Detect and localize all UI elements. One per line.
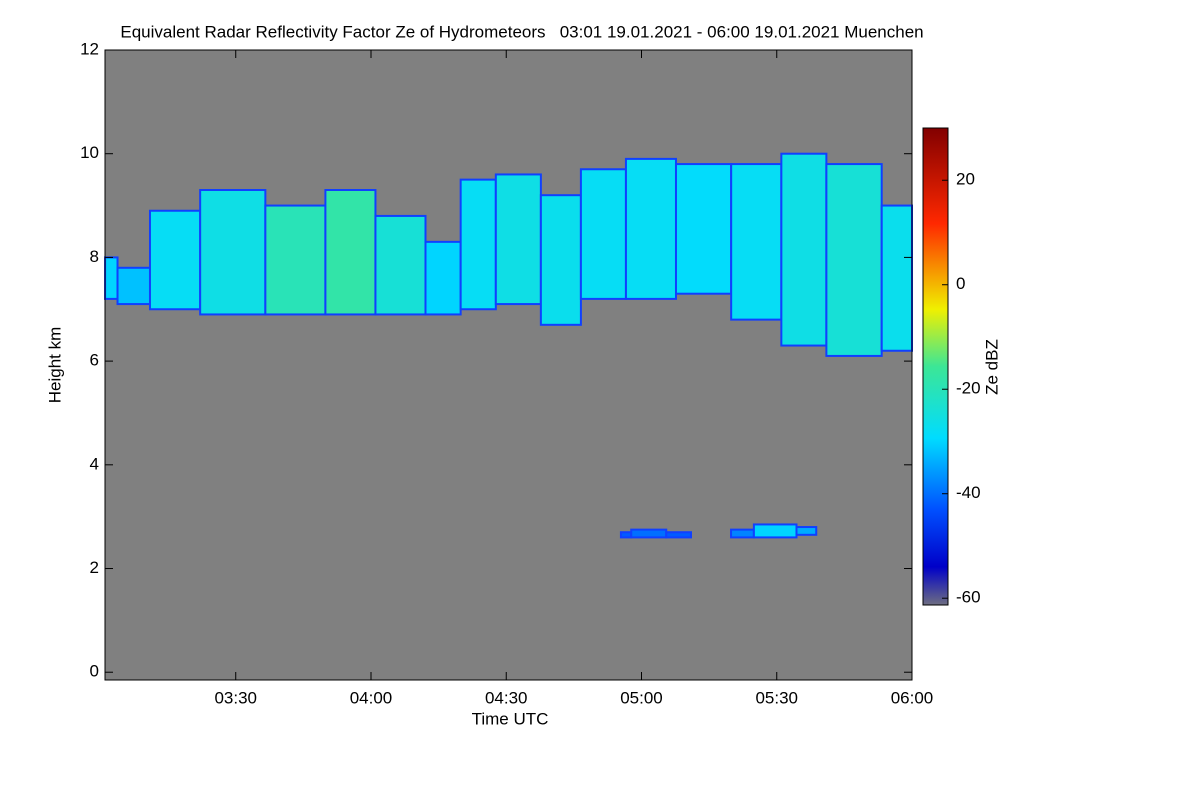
reflectivity-cell xyxy=(730,163,783,321)
reflectivity-cell xyxy=(619,531,633,539)
reflectivity-cell xyxy=(780,152,828,347)
reflectivity-cell xyxy=(674,163,733,295)
reflectivity-cell xyxy=(795,526,818,536)
reflectivity-cell xyxy=(730,528,755,539)
reflectivity-cell xyxy=(624,157,677,300)
plot-background xyxy=(105,50,912,680)
reflectivity-cell xyxy=(752,523,798,539)
plot-frame xyxy=(104,49,913,681)
reflectivity-cell xyxy=(665,531,692,539)
reflectivity-cell xyxy=(424,240,462,316)
reflectivity-cell xyxy=(199,189,267,316)
reflectivity-cell xyxy=(324,189,377,316)
reflectivity-cell xyxy=(539,194,582,326)
reflectivity-cell xyxy=(148,209,202,311)
y-tick-label: 2 xyxy=(90,558,99,577)
colorbar-tick-label: -60 xyxy=(956,588,981,607)
y-tick-label: 12 xyxy=(80,39,99,58)
x-tick-label: 04:30 xyxy=(485,688,528,707)
reflectivity-cell xyxy=(264,204,327,316)
colorbar-tick-label: 20 xyxy=(956,170,975,189)
x-axis-label: Time UTC xyxy=(472,709,549,728)
reflectivity-cell xyxy=(104,256,119,300)
reflectivity-cell xyxy=(880,204,914,352)
x-tick-label: 04:00 xyxy=(350,688,393,707)
reflectivity-cell xyxy=(459,178,497,311)
reflectivity-cell xyxy=(825,163,883,357)
colorbar-tick-label: -40 xyxy=(956,483,981,502)
reflectivity-cell xyxy=(374,214,427,316)
y-tick-label: 8 xyxy=(90,247,99,266)
x-tick-label: 03:30 xyxy=(214,688,257,707)
colorbar-tick-label: -20 xyxy=(956,379,981,398)
colorbar xyxy=(922,127,949,606)
y-tick-label: 4 xyxy=(90,454,99,473)
reflectivity-cell xyxy=(494,173,542,306)
colorbar-label: Ze dBZ xyxy=(982,339,1001,395)
x-tick-label: 05:30 xyxy=(755,688,798,707)
y-tick-label: 6 xyxy=(90,351,99,370)
reflectivity-cell xyxy=(630,528,668,539)
y-tick-label: 10 xyxy=(80,143,99,162)
reflectivity-cell xyxy=(116,266,151,306)
reflectivity-cell xyxy=(579,168,627,300)
x-tick-label: 06:00 xyxy=(891,688,934,707)
chart-title: Equivalent Radar Reflectivity Factor Ze … xyxy=(120,22,923,41)
y-axis-label: Height km xyxy=(45,327,64,404)
x-tick-label: 05:00 xyxy=(620,688,663,707)
y-tick-label: 0 xyxy=(90,662,99,681)
colorbar-tick-label: 0 xyxy=(956,274,965,293)
